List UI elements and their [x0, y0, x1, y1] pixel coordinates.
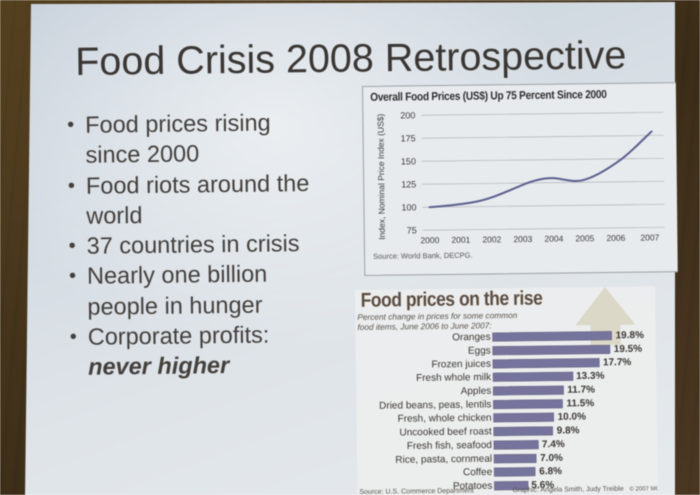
svg-text:19.8%: 19.8%: [616, 330, 645, 341]
svg-text:7.4%: 7.4%: [542, 439, 565, 450]
svg-text:2000: 2000: [420, 235, 439, 245]
svg-text:11.7%: 11.7%: [567, 384, 595, 395]
svg-text:13.3%: 13.3%: [576, 371, 605, 382]
svg-text:Index, Nominal Price Index (US: Index, Nominal Price Index (US$): [375, 113, 387, 239]
svg-text:Fresh, whole chicken: Fresh, whole chicken: [398, 413, 492, 425]
svg-text:Rice, pasta, cornmeal: Rice, pasta, cornmeal: [395, 454, 492, 466]
svg-text:2001: 2001: [451, 235, 470, 245]
svg-text:2007: 2007: [640, 232, 659, 242]
svg-text:2002: 2002: [482, 234, 501, 244]
svg-text:Fresh whole milk: Fresh whole milk: [416, 372, 492, 384]
svg-text:© 2007 MCT: © 2007 MCT: [629, 485, 657, 492]
svg-text:Coffee: Coffee: [463, 467, 493, 478]
svg-text:10.0%: 10.0%: [558, 411, 587, 422]
svg-text:Fresh fish, seafood: Fresh fish, seafood: [407, 440, 492, 452]
svg-text:Oranges: Oranges: [452, 332, 490, 343]
svg-text:Apples: Apples: [461, 386, 492, 397]
svg-text:175: 175: [401, 133, 416, 143]
svg-text:food items, June 2006 to June: food items, June 2006 to June 2007:: [357, 320, 491, 332]
svg-text:Overall Food Prices (US$) Up 7: Overall Food Prices (US$) Up 75 Percent …: [370, 88, 607, 104]
svg-text:125: 125: [401, 179, 416, 189]
svg-text:200: 200: [400, 110, 415, 120]
svg-text:2004: 2004: [544, 234, 563, 244]
svg-text:Source: World Bank, DECPG.: Source: World Bank, DECPG.: [373, 251, 473, 261]
svg-text:Dried beans, peas, lentils: Dried beans, peas, lentils: [379, 399, 491, 411]
svg-text:2005: 2005: [575, 233, 594, 243]
svg-text:6.8%: 6.8%: [539, 466, 562, 477]
svg-text:11.5%: 11.5%: [566, 398, 594, 409]
svg-text:75: 75: [407, 225, 417, 235]
svg-text:Source: U.S. Commerce Departme: Source: U.S. Commerce Department: [359, 488, 474, 495]
svg-text:Eggs: Eggs: [468, 346, 491, 357]
svg-text:100: 100: [401, 202, 416, 212]
svg-text:2003: 2003: [513, 234, 532, 244]
svg-text:19.5%: 19.5%: [614, 344, 643, 355]
svg-text:Uncooked beef roast: Uncooked beef roast: [399, 426, 492, 438]
svg-text:9.8%: 9.8%: [557, 425, 580, 436]
svg-text:Frozen juices: Frozen juices: [431, 359, 491, 371]
svg-text:7.0%: 7.0%: [540, 453, 563, 464]
svg-text:Graphic: Angela Smith, Judy Tr: Graphic: Angela Smith, Judy Treible: [512, 486, 623, 494]
svg-text:2006: 2006: [606, 233, 625, 243]
svg-text:Food prices on the rise: Food prices on the rise: [361, 286, 543, 311]
svg-text:150: 150: [401, 156, 416, 166]
svg-text:17.7%: 17.7%: [603, 357, 632, 368]
